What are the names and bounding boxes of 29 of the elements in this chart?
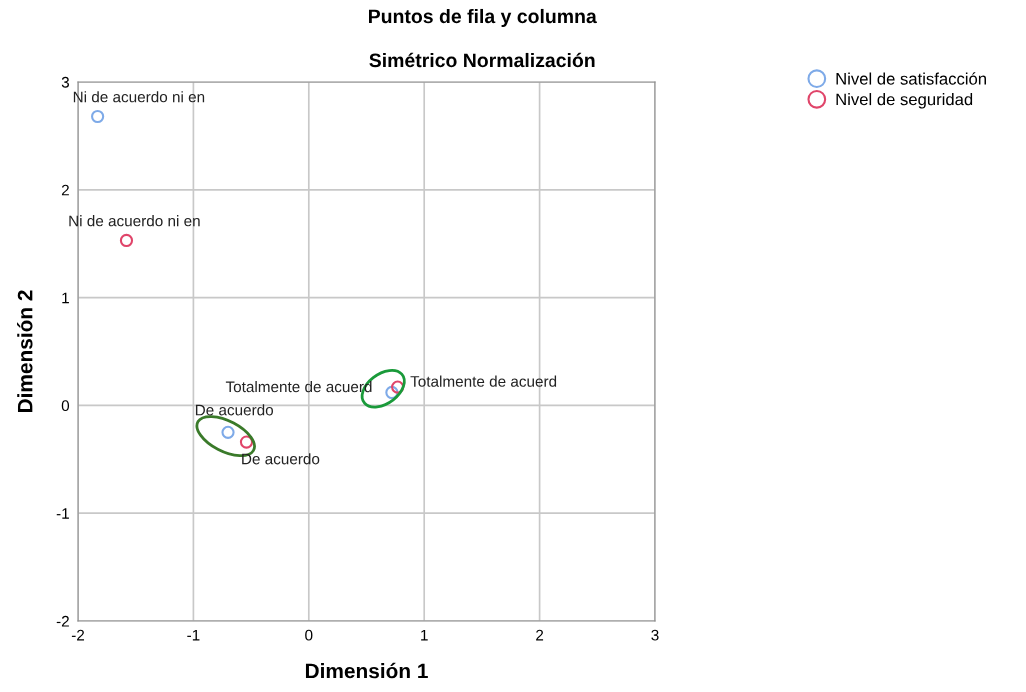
annotation: De acuerdo xyxy=(195,404,274,416)
x-axis-title: Dimensión 1 xyxy=(305,662,428,679)
chart-title: Puntos de fila y columna xyxy=(369,8,597,28)
y-axis-title: Dimensión 2 xyxy=(17,290,33,413)
y-tick-label: 3 xyxy=(61,76,69,88)
point xyxy=(239,435,254,449)
point xyxy=(391,380,405,394)
legend-label: Nivel de seguridad xyxy=(836,93,973,109)
point xyxy=(221,425,235,439)
annotation: Ni de acuerdo ni en xyxy=(73,91,205,103)
annotation: Totalmente de acuerd xyxy=(410,375,557,387)
y-tick-label: -2 xyxy=(56,615,69,627)
x-tick-label: -1 xyxy=(187,629,200,641)
annotation: Ni de acuerdo ni en xyxy=(69,215,200,227)
x-tick-label: 3 xyxy=(651,629,659,641)
point xyxy=(119,233,134,248)
y-tick-label: -1 xyxy=(56,508,69,519)
y-tick-label: 2 xyxy=(61,184,69,196)
y-tick-label: 1 xyxy=(62,292,69,304)
x-tick-label: -2 xyxy=(71,629,85,641)
chart-subtitle: Simétrico Normalización xyxy=(369,52,595,68)
annotation: De acuerdo xyxy=(242,453,320,465)
y-tick-label: 0 xyxy=(61,400,70,412)
point xyxy=(91,109,105,124)
legend-label: Nivel de satisfacción xyxy=(836,72,986,85)
x-tick-label: 2 xyxy=(536,629,544,641)
x-tick-label: 0 xyxy=(305,629,313,641)
point xyxy=(385,385,399,400)
x-tick-label: 1 xyxy=(421,629,428,641)
